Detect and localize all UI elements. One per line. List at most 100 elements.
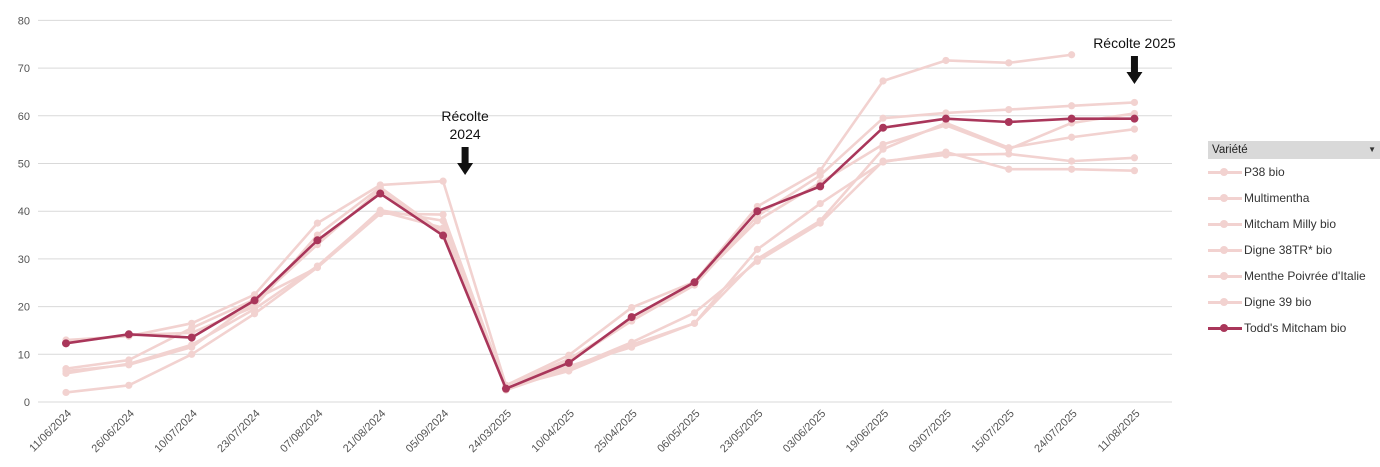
down-arrow-icon xyxy=(1126,56,1143,84)
data-point xyxy=(690,319,699,327)
legend-item: Digne 39 bio xyxy=(1208,289,1380,315)
data-point xyxy=(1005,165,1013,173)
y-tick-label: 50 xyxy=(18,159,30,171)
legend-swatch xyxy=(1208,218,1242,230)
data-point xyxy=(816,171,824,180)
x-tick-label: 15/07/2025 xyxy=(969,408,1016,455)
data-point xyxy=(313,219,321,227)
data-point xyxy=(942,151,950,159)
data-point xyxy=(879,114,887,122)
x-tick-label: 26/06/2024 xyxy=(90,408,137,455)
data-point xyxy=(879,77,887,85)
x-tick-label: 05/09/2024 xyxy=(404,408,451,455)
data-point xyxy=(816,199,824,208)
data-point xyxy=(188,341,196,349)
legend-item: Menthe Poivrée d'Italie xyxy=(1208,263,1380,289)
x-tick-label: 11/06/2024 xyxy=(27,408,74,455)
data-point xyxy=(376,183,384,191)
x-tick-label: 24/03/2025 xyxy=(467,408,514,455)
x-axis-tick-labels: 11/06/2024 26/06/2024 10/07/2024 23/07/2024… xyxy=(27,408,1142,455)
series-line-menthe-poivr-e-d-italie xyxy=(65,121,1135,390)
y-tick-label: 30 xyxy=(18,254,30,266)
data-point xyxy=(62,339,70,348)
x-tick-label: 03/06/2025 xyxy=(781,408,828,455)
legend-filter-button[interactable]: Variété ▼ xyxy=(1208,141,1380,159)
x-tick-label: 21/08/2024 xyxy=(341,408,388,455)
data-point xyxy=(1005,144,1013,152)
data-point xyxy=(376,189,385,198)
x-tick-label: 03/07/2025 xyxy=(907,408,954,455)
data-point xyxy=(125,360,133,368)
data-point xyxy=(313,236,322,245)
data-point xyxy=(187,333,196,342)
data-point xyxy=(1005,105,1013,114)
data-point xyxy=(1067,114,1076,123)
legend-label: Digne 39 bio xyxy=(1244,295,1312,309)
data-point xyxy=(941,114,950,123)
y-tick-label: 70 xyxy=(18,63,30,75)
data-point xyxy=(439,177,447,185)
y-tick-label: 80 xyxy=(18,15,30,27)
data-point xyxy=(1130,154,1139,162)
series-line-todd-s-mitcham-bio xyxy=(65,117,1135,390)
data-point xyxy=(753,207,762,216)
data-point xyxy=(125,381,133,389)
series-lines xyxy=(62,51,1139,397)
legend-swatch xyxy=(1208,244,1242,256)
harvest-annotations: Récolte 2024 Récolte 2025 xyxy=(441,35,1176,175)
x-tick-label: 23/05/2025 xyxy=(718,408,765,455)
legend-label: Mitcham Milly bio xyxy=(1244,217,1337,231)
data-point xyxy=(439,217,447,225)
data-point xyxy=(250,296,259,305)
series-line-mitcham-milly-bio xyxy=(65,150,1135,389)
y-tick-label: 40 xyxy=(18,206,30,218)
y-tick-label: 10 xyxy=(18,349,30,361)
data-point xyxy=(690,278,699,287)
legend-swatch xyxy=(1208,166,1242,178)
data-point xyxy=(1130,167,1139,175)
legend-item: Digne 38TR* bio xyxy=(1208,237,1380,263)
legend-item: Mitcham Milly bio xyxy=(1208,211,1380,237)
legend-label: Digne 38TR* bio xyxy=(1244,243,1333,257)
data-point xyxy=(250,303,259,311)
data-point xyxy=(439,210,447,219)
data-point xyxy=(879,145,887,153)
data-point xyxy=(816,182,825,191)
legend-swatch xyxy=(1208,296,1242,308)
legend-label: Multimentha xyxy=(1244,191,1310,205)
data-point xyxy=(1068,133,1076,141)
data-point xyxy=(1130,125,1139,133)
x-tick-label: 19/06/2025 xyxy=(844,408,891,455)
data-point xyxy=(690,309,699,317)
annotation-text: Récolte 2025 xyxy=(1093,35,1176,51)
x-tick-label: 24/07/2025 xyxy=(1032,408,1079,455)
data-point xyxy=(816,217,824,225)
x-tick-label: 10/07/2024 xyxy=(152,408,199,455)
data-point xyxy=(1004,118,1013,127)
legend-label: P38 bio xyxy=(1244,165,1285,179)
x-tick-label: 10/04/2025 xyxy=(530,408,577,455)
legend-swatch xyxy=(1208,270,1242,282)
data-point xyxy=(1068,157,1076,165)
dropdown-arrow-icon: ▼ xyxy=(1368,145,1376,154)
x-tick-label: 25/04/2025 xyxy=(592,408,639,455)
annotation-text: 2024 xyxy=(450,126,481,142)
y-tick-label: 60 xyxy=(18,111,30,123)
legend-items: P38 bio Multimentha Mitcham Milly bio Digne… xyxy=(1208,159,1380,341)
data-point xyxy=(1130,98,1139,107)
down-arrow-icon xyxy=(457,147,474,175)
data-point xyxy=(501,384,510,393)
legend-item: Todd's Mitcham bio xyxy=(1208,315,1380,341)
x-tick-label: 23/07/2024 xyxy=(215,408,262,455)
data-point xyxy=(376,207,384,215)
legend-label: Todd's Mitcham bio xyxy=(1244,321,1347,335)
legend-title: Variété xyxy=(1212,144,1248,156)
legend: Variété ▼ P38 bio Multimentha Mitcham Mill… xyxy=(1208,141,1380,341)
data-point xyxy=(753,255,761,263)
legend-item: Multimentha xyxy=(1208,185,1380,211)
data-point xyxy=(313,262,321,270)
x-tick-label: 06/05/2025 xyxy=(655,408,702,455)
series-line-digne-39-bio xyxy=(65,101,1135,387)
data-point xyxy=(1068,102,1076,110)
